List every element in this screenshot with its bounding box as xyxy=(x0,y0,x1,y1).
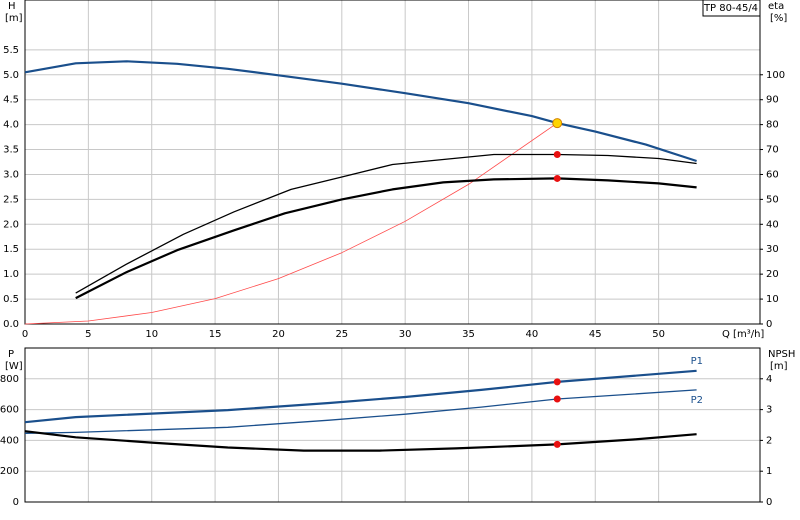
x-tick-label: 10 xyxy=(145,329,158,340)
y2-tick-label: 3 xyxy=(766,405,772,416)
y-tick-label: 4.5 xyxy=(3,95,19,106)
y-tick-label: 4.0 xyxy=(3,120,19,131)
y-tick-label: 5.5 xyxy=(3,45,19,56)
y-tick-label: 2.0 xyxy=(3,219,19,230)
y2-tick-label: 70 xyxy=(766,145,779,156)
curve xyxy=(75,153,697,294)
curve xyxy=(24,389,697,434)
x-tick-label: 45 xyxy=(589,329,602,340)
y2-tick-label: 1 xyxy=(766,466,772,477)
x-tick-label: 30 xyxy=(399,329,412,340)
y-axis-label: P xyxy=(8,349,14,360)
y2-axis-unit: [%] xyxy=(770,13,787,24)
y2-tick-label: 90 xyxy=(766,95,779,106)
operating-point xyxy=(552,118,563,129)
y-tick-label: 600 xyxy=(0,405,19,416)
x-tick-label: 20 xyxy=(272,329,285,340)
operating-point xyxy=(553,151,561,159)
x-tick-label: 0 xyxy=(22,329,28,340)
y-axis-label: H xyxy=(8,1,16,12)
y-tick-label: 0.5 xyxy=(3,294,19,305)
y-tick-label: 0 xyxy=(13,497,19,508)
curve xyxy=(24,430,697,452)
x-tick-label: 50 xyxy=(652,329,665,340)
y2-tick-label: 2 xyxy=(766,435,772,446)
y-tick-label: 1.0 xyxy=(3,269,19,280)
y2-axis-label: NPSH xyxy=(768,349,795,360)
y-tick-label: 400 xyxy=(0,435,19,446)
x-tick-label: 15 xyxy=(209,329,222,340)
y-tick-label: 2.5 xyxy=(3,194,19,205)
y2-tick-label: 20 xyxy=(766,269,779,280)
y2-tick-label: 50 xyxy=(766,194,779,205)
curve xyxy=(24,122,558,325)
y2-tick-label: 100 xyxy=(766,70,785,81)
y-axis-unit: [W] xyxy=(5,361,23,372)
x-tick-label: 5 xyxy=(85,329,91,340)
y-tick-label: 3.5 xyxy=(3,145,19,156)
y2-tick-label: 0 xyxy=(766,319,772,330)
y-axis-unit: [m] xyxy=(5,13,23,24)
y2-tick-label: 40 xyxy=(766,219,779,230)
y-tick-label: 1.5 xyxy=(3,244,19,255)
chart-title: TP 80-45/4 xyxy=(703,3,758,14)
y2-axis-label: eta xyxy=(768,1,784,12)
curve xyxy=(24,369,697,424)
y2-tick-label: 60 xyxy=(766,169,779,180)
series-label: P2 xyxy=(691,395,703,406)
curve xyxy=(75,177,697,300)
operating-point xyxy=(553,378,561,386)
series-label: P1 xyxy=(691,356,703,367)
curve xyxy=(24,60,697,163)
y2-tick-label: 0 xyxy=(766,497,772,508)
y-tick-label: 0.0 xyxy=(3,319,19,330)
x-tick-label: 35 xyxy=(462,329,475,340)
x-tick-label: 25 xyxy=(335,329,348,340)
y-tick-label: 3.0 xyxy=(3,169,19,180)
y-tick-label: 200 xyxy=(0,466,19,477)
y2-axis-unit: [m] xyxy=(770,361,788,372)
x-tick-label: 40 xyxy=(526,329,539,340)
plot-frame xyxy=(24,347,761,503)
title-box xyxy=(702,0,761,17)
y2-tick-label: 30 xyxy=(766,244,779,255)
y2-tick-label: 4 xyxy=(766,374,772,385)
operating-point xyxy=(553,440,561,448)
plot-frame xyxy=(24,0,761,325)
y-tick-label: 5.0 xyxy=(3,70,19,81)
y-tick-label: 800 xyxy=(0,374,19,385)
operating-point xyxy=(553,174,561,182)
operating-point xyxy=(553,395,561,403)
y2-tick-label: 10 xyxy=(766,294,779,305)
y2-tick-label: 80 xyxy=(766,120,779,131)
x-axis-label: Q [m³/h] xyxy=(722,329,764,340)
